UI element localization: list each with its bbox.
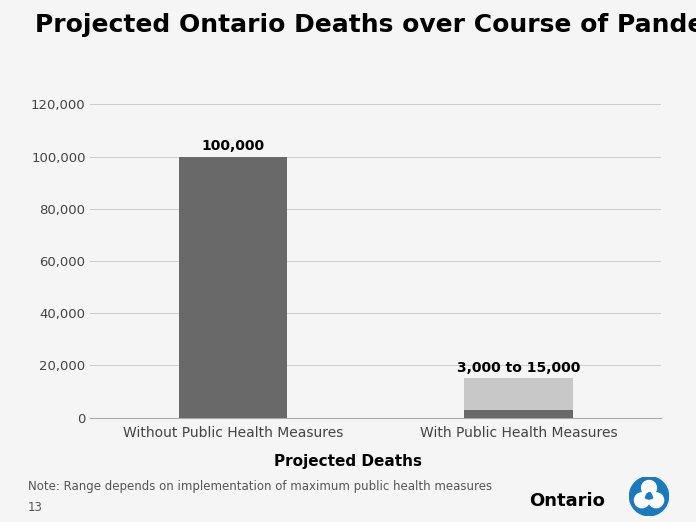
Circle shape	[642, 480, 656, 495]
Bar	[464, 410, 573, 418]
Bar	[464, 378, 573, 410]
Text: Ontario: Ontario	[529, 492, 605, 510]
Bar	[179, 157, 287, 418]
Circle shape	[635, 493, 649, 508]
Circle shape	[646, 493, 652, 499]
Text: Projected Deaths: Projected Deaths	[274, 455, 422, 469]
Text: 100,000: 100,000	[202, 139, 264, 152]
Text: Projected Ontario Deaths over Course of Pandemic: Projected Ontario Deaths over Course of …	[35, 13, 696, 37]
Text: Note: Range depends on implementation of maximum public health measures: Note: Range depends on implementation of…	[28, 480, 492, 493]
Text: 13: 13	[28, 501, 42, 514]
Circle shape	[629, 477, 669, 516]
Text: 3,000 to 15,000: 3,000 to 15,000	[457, 361, 580, 375]
Circle shape	[649, 493, 663, 508]
